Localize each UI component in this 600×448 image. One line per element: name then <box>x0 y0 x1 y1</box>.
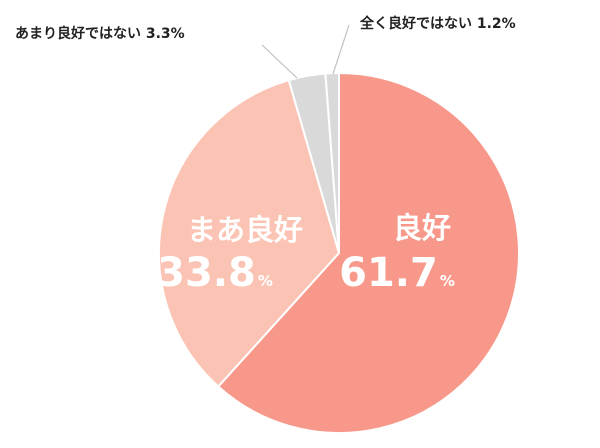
pie-slice-good <box>216 71 520 434</box>
leader-line-not-good-at-all <box>332 24 350 75</box>
slice-label-not-good-at-all: 全く良好ではない 1.2% <box>359 15 516 32</box>
slice-label-somewhat-good: まあ良好 <box>187 213 303 247</box>
leader-line-not-very-good <box>261 44 298 79</box>
pie-slice-not-good-at-all <box>324 71 340 254</box>
pie-slice-somewhat-good <box>158 78 341 388</box>
slice-label-not-very-good: あまり良好ではない 3.3% <box>15 25 185 42</box>
slice-label-good: 良好 <box>393 211 451 245</box>
slice-value-somewhat-good: 33.8% <box>157 250 273 296</box>
slice-value-good: 61.7% <box>339 250 455 296</box>
